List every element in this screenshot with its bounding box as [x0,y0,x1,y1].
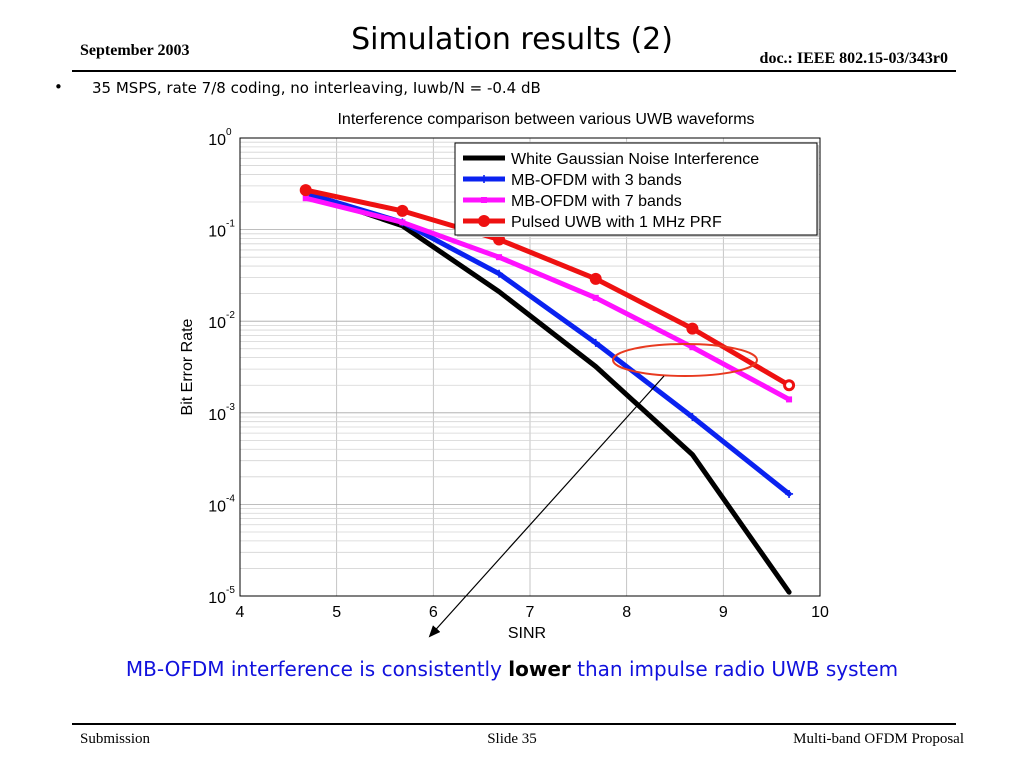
data-point [686,322,699,335]
data-point-endcap [786,382,793,389]
data-point [299,184,312,197]
data-point [688,412,697,421]
x-tick-label: 7 [526,604,535,621]
y-tick-label-exponent: -3 [226,402,235,413]
y-tick-label-base: 10 [208,132,226,149]
legend-marker [481,197,487,203]
conclusion-text: MB-OFDM interference is consistently low… [0,657,1024,681]
data-point [785,489,794,498]
legend-marker [478,215,490,227]
y-tick-label-exponent: 0 [226,127,232,138]
y-tick-label-base: 10 [208,224,226,241]
conclusion-before: MB-OFDM interference is consistently [125,657,509,681]
legend-marker [480,175,488,183]
header-divider [72,70,956,72]
footer-left: Submission [80,731,151,747]
series-line [303,187,792,388]
data-point [399,219,406,226]
data-point [302,195,309,202]
legend-box [454,142,818,236]
y-tick-label-base: 10 [208,315,226,332]
legend-label: White Gaussian Noise Interference [511,151,759,168]
x-tick-label: 6 [429,604,438,621]
x-tick-label: 8 [622,604,631,621]
data-point [396,204,409,217]
y-tick-label-exponent: -2 [226,310,235,321]
legend-label: Pulsed UWB with 1 MHz PRF [511,214,722,231]
y-tick-label-base: 10 [208,498,226,515]
data-point [689,344,696,351]
bullet-text: 35 MSPS, rate 7/8 coding, no interleavin… [92,79,541,97]
data-point [589,272,602,285]
y-tick-label-exponent: -4 [226,493,235,504]
x-tick-label: 10 [811,604,829,621]
footer-divider [72,723,956,725]
chart-legend: White Gaussian Noise Interference MB-OFDM… [454,142,819,237]
x-tick-label: 5 [332,604,341,621]
y-tick-label-base: 10 [208,590,226,607]
conclusion-emphasis: lower [508,657,571,681]
footer-right: Multi-band OFDM Proposal [793,731,964,747]
legend-label: MB-OFDM with 7 bands [511,193,682,210]
x-tick-label: 9 [719,604,728,621]
chart-title: Interference comparison between various … [337,111,754,128]
x-axis-label: SINR [508,625,546,642]
x-tick-label: 4 [236,604,245,621]
annotation-arrow [428,375,665,638]
highlight-annotation [428,343,758,638]
data-point [786,396,793,403]
header-doc-id: doc.: IEEE 802.15-03/343r0 [759,50,948,67]
chart-series [299,184,796,595]
data-point [496,254,503,261]
data-point [592,294,599,301]
series-line [303,195,792,402]
legend-label: MB-OFDM with 3 bands [511,172,682,189]
slide-title: Simulation results (2) [351,22,673,57]
y-tick-label-base: 10 [208,407,226,424]
series-3 [302,195,793,403]
data-point [495,269,504,278]
y-axis-label: Bit Error Rate [179,318,196,415]
data-point [591,338,600,347]
conclusion-after: than impulse radio UWB system [570,657,899,681]
footer-slide-number: Slide 35 [487,731,537,747]
header-date: September 2003 [80,42,190,59]
y-tick-label-exponent: -1 [226,219,235,230]
plot-frame [239,137,821,597]
series-4 [299,184,796,392]
highlight-ellipse [612,343,758,377]
y-tick-label-exponent: -5 [226,585,235,596]
bullet-marker: • [54,78,63,96]
